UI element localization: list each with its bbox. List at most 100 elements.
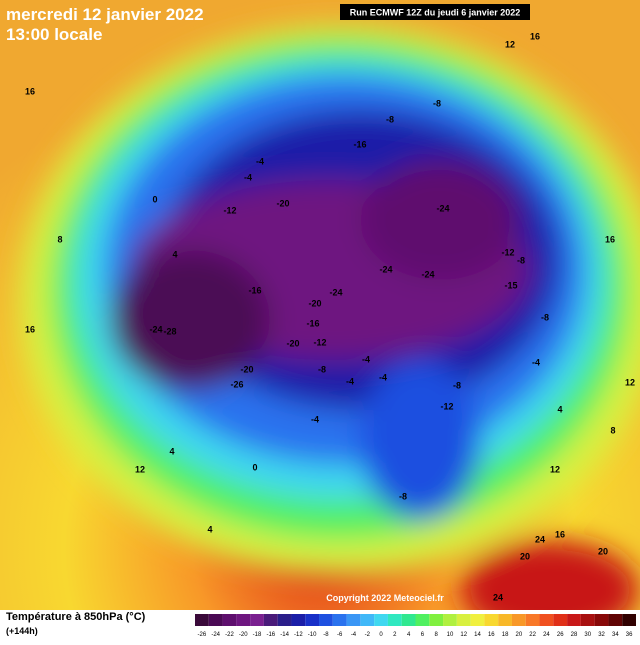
contour-label: -16 (353, 139, 366, 149)
contour-label: 12 (505, 39, 515, 49)
colorbar-tick-label: -22 (225, 632, 234, 638)
colorbar-swatch (553, 614, 568, 626)
colorbar-tick-label: -4 (351, 632, 357, 638)
colorbar-swatch (525, 614, 540, 626)
colorbar-swatch (539, 614, 554, 626)
colorbar-tick-label: 14 (474, 632, 481, 638)
contour-label: 20 (520, 551, 530, 561)
contour-label: 24 (535, 534, 545, 544)
contour-label: 8 (610, 425, 615, 435)
contour-label: -24 (329, 287, 342, 297)
colorbar-swatch (346, 614, 361, 626)
colorbar-tick-label: 20 (516, 632, 523, 638)
contour-label: -16 (306, 318, 319, 328)
colorbar-swatch (401, 614, 416, 626)
temperature-field (20, 25, 640, 640)
contour-label: -20 (276, 198, 289, 208)
contour-label: -4 (532, 357, 540, 367)
contour-label: -4 (244, 172, 252, 182)
colorbar-swatch (470, 614, 485, 626)
colorbar-tick-label: 36 (626, 632, 633, 638)
contour-label: -15 (504, 280, 517, 290)
colorbar-swatch (443, 614, 457, 626)
colorbar-tick-label: 12 (460, 632, 467, 638)
contour-label: -8 (517, 255, 525, 265)
contour-label: -8 (433, 98, 441, 108)
colorbar-swatch (580, 614, 595, 626)
contour-label: -12 (223, 205, 236, 215)
colorbar-tick-label: 6 (421, 632, 425, 638)
contour-label: 8 (57, 234, 62, 244)
colorbar-swatch (374, 614, 388, 626)
colorbar-swatch (415, 614, 430, 626)
colorbar-tick-label: 10 (447, 632, 454, 638)
colorbar-tick-label: -20 (239, 632, 248, 638)
contour-label: -24 (149, 324, 162, 334)
colorbar-tick-label: 18 (502, 632, 509, 638)
colorbar-swatch (291, 614, 306, 626)
colorbar-swatch (277, 614, 292, 626)
colorbar-swatch (498, 614, 512, 626)
contour-label: -16 (248, 285, 261, 295)
contour-label: -26 (230, 379, 243, 389)
contour-label: 12 (625, 377, 635, 387)
contour-label: -8 (453, 380, 461, 390)
contour-label: -8 (399, 491, 407, 501)
contour-label: 16 (555, 529, 565, 539)
colorbar-tick-label: -8 (323, 632, 329, 638)
colorbar-tick-label: 4 (407, 632, 411, 638)
colorbar-tick-label: -12 (294, 632, 303, 638)
contour-label: -8 (386, 114, 394, 124)
contour-label: 16 (605, 234, 615, 244)
colorbar-tick-label: -2 (365, 632, 371, 638)
colorbar-tick-label: -24 (211, 632, 220, 638)
colorbar-swatch (332, 614, 347, 626)
colorbar: -26 -24 -22 -20 -18 -16 -14 -12 -10 -8 -6 -4 -2 0 2 4 6 8… (195, 614, 636, 638)
colorbar-swatch (305, 614, 320, 626)
colorbar-tick-label: 2 (393, 632, 397, 638)
colorbar-tick-label: -18 (253, 632, 262, 638)
colorbar-swatch (195, 614, 209, 626)
colorbar-tick-label: 8 (435, 632, 439, 638)
contour-label: -24 (379, 264, 392, 274)
colorbar-tick-label: 24 (543, 632, 550, 638)
colorbar-swatch (222, 614, 237, 626)
run-box (340, 4, 530, 20)
contour-label: 12 (135, 464, 145, 474)
colorbar-swatch (360, 614, 375, 626)
colorbar-swatch (236, 614, 251, 626)
colorbar-tick-label: -10 (308, 632, 317, 638)
colorbar-swatch (594, 614, 609, 626)
contour-label: -4 (362, 354, 370, 364)
colorbar-tick-label: 22 (529, 632, 536, 638)
colorbar-tick-label: 16 (488, 632, 495, 638)
contour-label: -4 (311, 414, 319, 424)
subtitle: 13:00 locale (6, 25, 102, 44)
colorbar-tick-label: 28 (571, 632, 578, 638)
colorbar-swatch (567, 614, 581, 626)
colorbar-tick-label: 26 (557, 632, 564, 638)
colorbar-tick-label: -6 (337, 632, 343, 638)
contour-label: 24 (493, 592, 503, 602)
copyright: Copyright 2022 Meteociel.fr (326, 593, 444, 603)
colorbar-tick-label: 32 (598, 632, 605, 638)
colorbar-swatch (511, 614, 526, 626)
contour-label: 0 (152, 194, 157, 204)
contour-label: 4 (207, 524, 212, 534)
contour-label: -20 (308, 298, 321, 308)
contour-label: -24 (421, 269, 434, 279)
contour-label: -12 (501, 247, 514, 257)
colorbar-swatch (622, 614, 636, 626)
colorbar-swatch (387, 614, 402, 626)
contour-label: -4 (346, 376, 354, 386)
legend-title: Température à 850hPa (°C) (6, 611, 146, 623)
contour-label: -24 (436, 203, 449, 213)
contour-label: 4 (557, 404, 562, 414)
contour-label: 4 (172, 249, 177, 259)
contour-label: 16 (25, 86, 35, 96)
contour-label: 4 (169, 446, 174, 456)
colorbar-swatch (250, 614, 264, 626)
contour-label: -4 (379, 372, 387, 382)
colorbar-tick-label: -14 (280, 632, 289, 638)
